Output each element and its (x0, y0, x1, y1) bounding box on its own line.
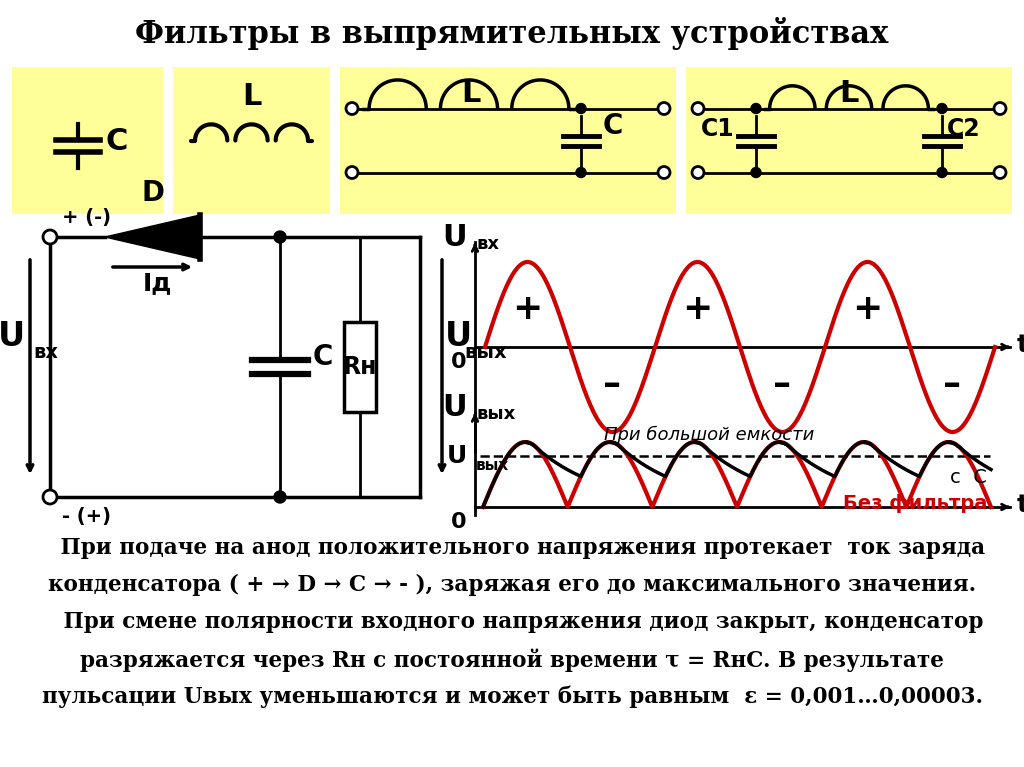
Text: C2: C2 (947, 117, 981, 140)
Text: t: t (1017, 333, 1024, 357)
Circle shape (274, 491, 286, 503)
Text: D: D (141, 179, 164, 207)
Text: Фильтры в выпрямительных устройствах: Фильтры в выпрямительных устройствах (135, 17, 889, 50)
Text: При подаче на анод положительного напряжения протекает  ток заряда: При подаче на анод положительного напряж… (39, 537, 985, 559)
Text: +: + (512, 291, 543, 326)
Circle shape (658, 166, 670, 179)
Text: L: L (461, 79, 480, 108)
Text: с  С: с С (950, 469, 987, 487)
Circle shape (43, 490, 57, 504)
Circle shape (346, 103, 358, 114)
Text: C: C (105, 127, 128, 156)
Circle shape (994, 166, 1006, 179)
Text: +: + (682, 291, 713, 326)
Circle shape (692, 103, 705, 114)
Text: –: – (603, 368, 622, 402)
Text: вх: вх (477, 235, 500, 253)
Text: конденсатора ( + → D → C → - ), заряжая его до максимального значения.: конденсатора ( + → D → C → - ), заряжая … (48, 574, 976, 596)
Circle shape (346, 166, 358, 179)
Text: Без фильтра: Без фильтра (843, 494, 987, 513)
Text: C: C (603, 111, 624, 140)
Text: Iд: Iд (142, 271, 172, 295)
Bar (12, 67, 163, 214)
Text: C1: C1 (700, 117, 734, 140)
Text: U: U (445, 321, 472, 354)
Circle shape (937, 167, 947, 177)
Text: 0: 0 (452, 512, 467, 532)
Circle shape (751, 167, 761, 177)
Text: L: L (840, 79, 859, 108)
Text: t: t (1017, 493, 1024, 517)
Text: вых: вых (477, 405, 516, 423)
Text: U: U (446, 444, 467, 469)
Text: U: U (0, 321, 25, 354)
Text: - (+): - (+) (62, 507, 111, 526)
Text: 0: 0 (452, 352, 467, 372)
Text: пульсации Uвых уменьшаются и может быть равным  ε = 0,001…0,00003.: пульсации Uвых уменьшаются и может быть … (42, 685, 982, 707)
Circle shape (937, 104, 947, 114)
Text: +: + (852, 291, 883, 326)
Text: + (-): + (-) (62, 208, 111, 227)
Bar (344, 322, 376, 412)
Bar (340, 67, 676, 214)
Circle shape (575, 167, 586, 177)
Text: C: C (313, 343, 334, 371)
Text: При смене полярности входного напряжения диод закрыт, конденсатор: При смене полярности входного напряжения… (41, 611, 983, 633)
Text: –: – (943, 368, 962, 402)
Circle shape (274, 231, 286, 243)
Text: Rн: Rн (343, 355, 377, 379)
Text: вх: вх (33, 343, 58, 361)
Circle shape (692, 166, 705, 179)
Bar (686, 67, 1012, 214)
Text: вых: вых (476, 458, 509, 472)
Circle shape (575, 104, 586, 114)
Text: U: U (442, 222, 467, 252)
Circle shape (43, 230, 57, 244)
Text: При большой емкости: При большой емкости (604, 426, 814, 444)
Text: –: – (773, 368, 792, 402)
Text: разряжается через Rн с постоянной времени τ = RнC. В результате: разряжается через Rн с постоянной времен… (80, 648, 944, 671)
Bar (173, 67, 330, 214)
Text: вых: вых (464, 343, 507, 361)
Circle shape (751, 104, 761, 114)
Circle shape (658, 103, 670, 114)
Circle shape (994, 103, 1006, 114)
Text: L: L (242, 82, 261, 111)
Text: U: U (442, 393, 467, 422)
Polygon shape (105, 215, 200, 259)
